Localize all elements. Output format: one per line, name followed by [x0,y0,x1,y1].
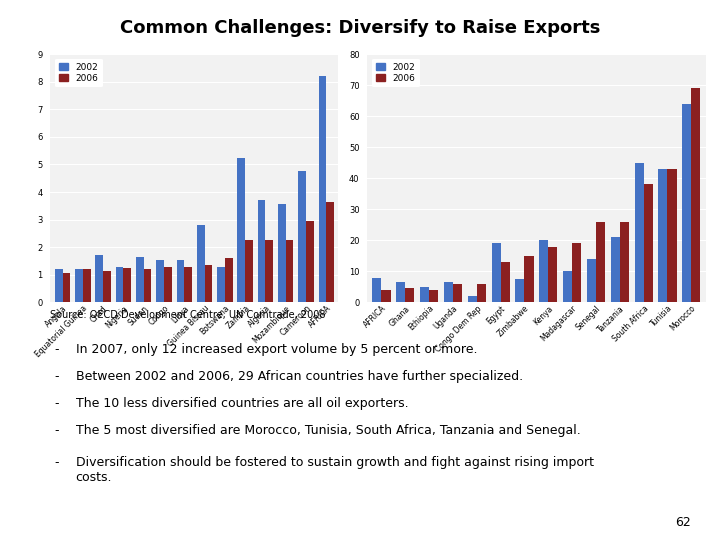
Bar [611,237,620,302]
Bar [492,244,500,302]
Bar [539,240,549,302]
Bar [306,221,314,302]
Bar [405,288,415,302]
Bar [197,225,204,302]
Bar [396,282,405,302]
Bar [298,171,306,302]
Bar [225,258,233,302]
Bar [420,287,429,302]
Text: In 2007, only 12 increased export volume by 5 percent or more.: In 2007, only 12 increased export volume… [76,343,477,356]
Bar [372,278,382,302]
Bar [103,271,111,302]
Bar [286,240,293,302]
Bar [596,221,605,302]
Bar [382,290,390,302]
Bar [468,296,477,302]
Text: -: - [54,370,58,383]
Text: -: - [54,456,58,469]
Bar [658,169,667,302]
Bar [144,269,151,302]
Bar [278,205,286,302]
Bar [667,169,677,302]
Bar [444,282,453,302]
Bar [123,268,131,302]
Text: 62: 62 [675,516,691,529]
Text: -: - [54,424,58,437]
Bar [500,262,510,302]
Bar [217,267,225,302]
Text: Common Challenges: Diversify to Raise Exports: Common Challenges: Diversify to Raise Ex… [120,19,600,37]
Bar [453,284,462,302]
Bar [683,104,691,302]
Text: Between 2002 and 2006, 29 African countries have further specialized.: Between 2002 and 2006, 29 African countr… [76,370,523,383]
Bar [116,267,123,302]
Bar [318,76,326,302]
Text: The 10 less diversified countries are all oil exporters.: The 10 less diversified countries are al… [76,397,408,410]
Bar [563,271,572,302]
Bar [429,290,438,302]
Legend: 2002, 2006: 2002, 2006 [372,58,420,87]
Text: -: - [54,343,58,356]
Bar [644,184,653,302]
Bar [238,158,245,302]
Bar [96,255,103,302]
Bar [83,269,91,302]
Bar [620,221,629,302]
Bar [587,259,596,302]
Bar [164,267,171,302]
Bar [258,200,266,302]
Bar [184,267,192,302]
Bar [245,240,253,302]
Bar [63,273,71,302]
Text: Diversification should be fostered to sustain growth and fight against rising im: Diversification should be fostered to su… [76,456,593,484]
Bar [691,88,701,302]
Bar [266,240,273,302]
Bar [204,265,212,302]
Bar [156,260,164,302]
Bar [634,163,644,302]
Bar [524,256,534,302]
Bar [75,269,83,302]
Bar [477,284,486,302]
Text: The 5 most diversified are Morocco, Tunisia, South Africa, Tanzania and Senegal.: The 5 most diversified are Morocco, Tuni… [76,424,580,437]
Bar [136,257,144,302]
Text: Source: OECD Development Centre, UN Comtrade, 2008: Source: OECD Development Centre, UN Comt… [50,310,326,321]
Bar [516,279,524,302]
Bar [326,201,334,302]
Bar [176,260,184,302]
Bar [55,269,63,302]
Bar [572,244,581,302]
Bar [549,246,557,302]
Text: -: - [54,397,58,410]
Legend: 2002, 2006: 2002, 2006 [55,58,103,87]
